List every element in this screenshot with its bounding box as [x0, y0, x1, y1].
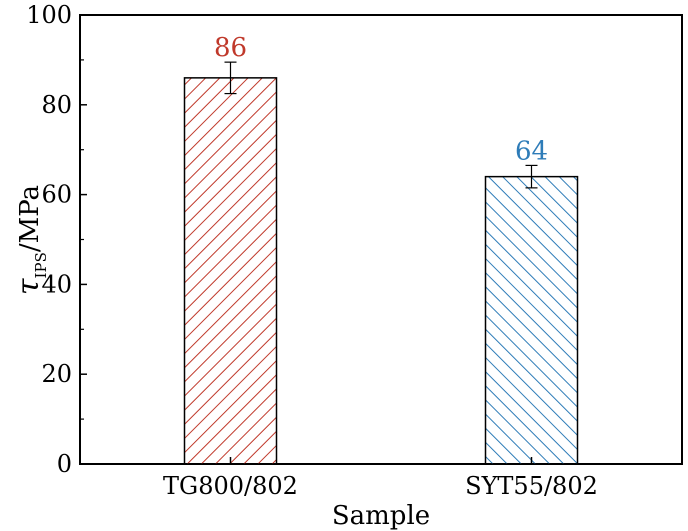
bar — [484, 175, 579, 465]
x-tick-label: TG800/802 — [163, 472, 298, 500]
y-tick-label: 100 — [26, 1, 72, 29]
data-label: 86 — [214, 33, 247, 63]
y-tick-label: 40 — [41, 270, 72, 298]
y-axis-title-unit: /MPa — [15, 185, 45, 252]
bars-group: 86 64 — [183, 33, 579, 465]
y-tick-label: 20 — [41, 360, 72, 388]
bar — [183, 77, 278, 465]
plot-frame — [79, 14, 683, 465]
svg-text:τIPS/MPa: τIPS/MPa — [11, 185, 50, 295]
y-axis-title-subscript: IPS — [32, 252, 50, 278]
y-tick-label: 60 — [41, 181, 72, 209]
y-tick-label: 0 — [57, 450, 72, 478]
x-axis: TG800/802 SYT55/802 — [163, 457, 598, 500]
y-axis-title-symbol: τ — [11, 278, 46, 295]
y-axis-title: τIPS/MPa — [11, 185, 50, 295]
x-tick-label: SYT55/802 — [465, 472, 598, 500]
y-tick-label: 80 — [41, 91, 72, 119]
x-axis-title: Sample — [332, 501, 430, 531]
data-label: 64 — [515, 136, 548, 166]
y-axis: 0 20 40 60 80 100 — [26, 1, 87, 478]
